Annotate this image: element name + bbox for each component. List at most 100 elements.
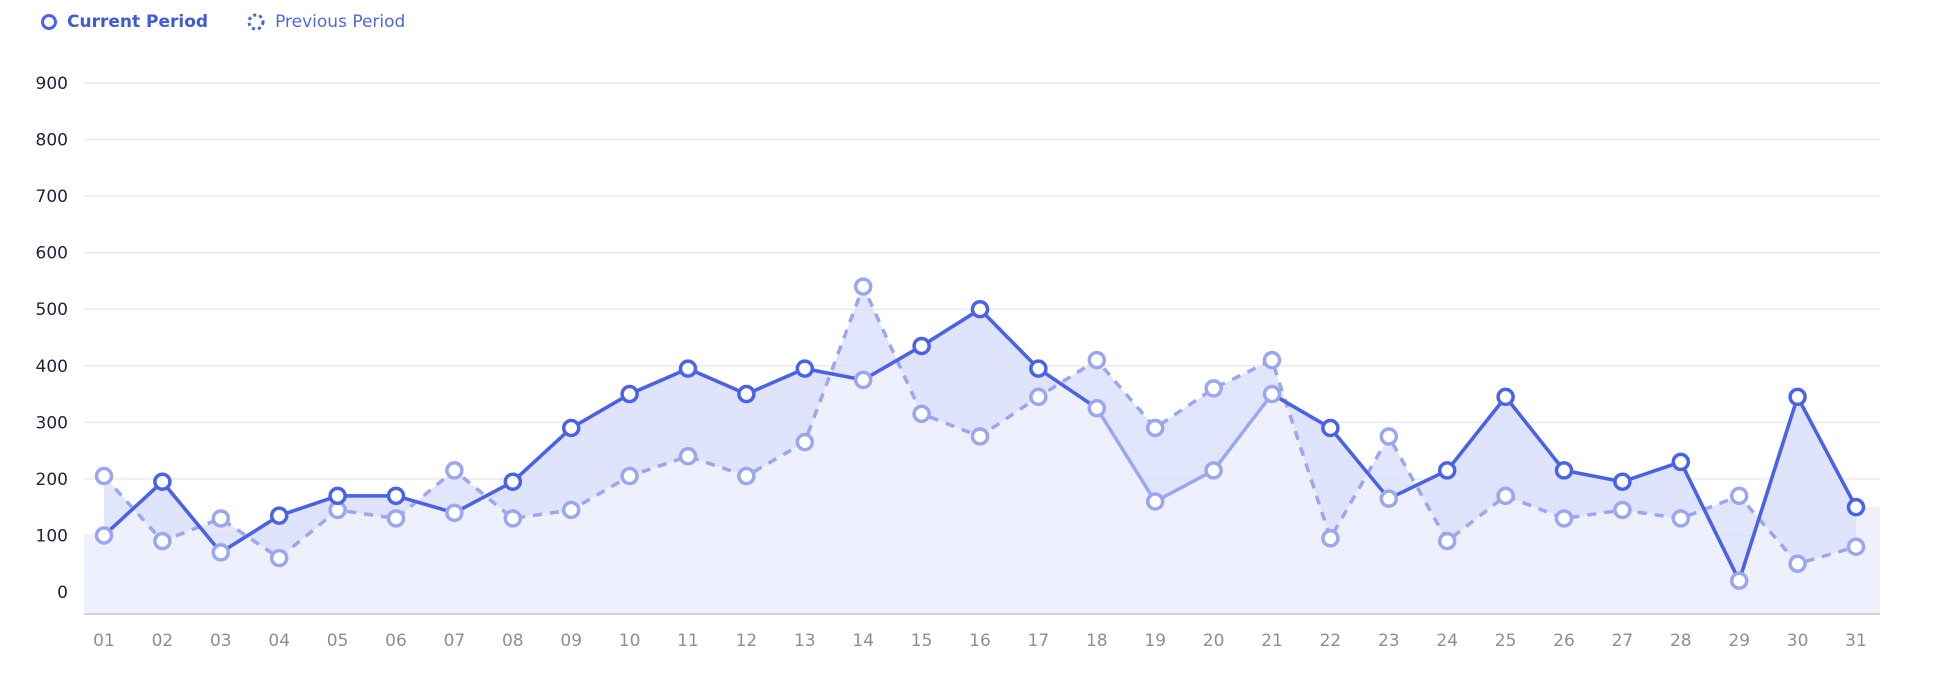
- x-tick-label: 05: [327, 631, 349, 651]
- current-point: [1496, 387, 1515, 407]
- y-tick-label: 0: [57, 583, 68, 603]
- previous-point: [1437, 531, 1457, 551]
- previous-point: [1788, 554, 1807, 573]
- current-point: [678, 359, 698, 378]
- x-tick-label: 14: [852, 631, 874, 651]
- previous-point: [853, 277, 873, 296]
- current-point: [795, 359, 815, 378]
- current-point: [1846, 497, 1866, 517]
- previous-point: [737, 466, 756, 486]
- current-segment: [1737, 395, 1800, 583]
- previous-point: [1379, 427, 1399, 446]
- previous-point: [445, 461, 464, 480]
- legend-previous-marker-icon: [247, 13, 265, 31]
- base-area: [84, 309, 1880, 614]
- current-segment: [511, 426, 573, 484]
- current-point: [153, 472, 172, 491]
- current-segment: [1503, 395, 1566, 473]
- current-segment: [744, 366, 807, 396]
- previous-point: [1145, 418, 1165, 438]
- current-segment: [160, 479, 223, 555]
- legend-current-marker-icon: [41, 14, 57, 30]
- current-segment: [1270, 392, 1333, 430]
- current-segment: [219, 513, 281, 555]
- x-tick-label: 09: [560, 631, 582, 651]
- current-segment: [1679, 460, 1741, 583]
- x-tick-label: 03: [210, 631, 232, 651]
- current-point: [1788, 387, 1807, 407]
- current-point: [1145, 492, 1165, 511]
- previous-point: [912, 404, 931, 424]
- current-point: [503, 472, 523, 491]
- current-segment: [452, 479, 515, 515]
- previous-markers: [94, 277, 1866, 573]
- previous-point: [1087, 350, 1107, 370]
- previous-point: [1321, 529, 1340, 548]
- previous-point: [1613, 500, 1632, 520]
- current-segment: [803, 366, 865, 382]
- previous-point: [561, 500, 581, 520]
- current-segment: [861, 344, 924, 382]
- x-tick-label: 19: [1144, 631, 1166, 651]
- x-tick-label: 13: [794, 631, 816, 651]
- previous-point: [1846, 537, 1866, 557]
- x-tick-label: 11: [677, 631, 699, 651]
- x-tick-label: 16: [969, 631, 991, 651]
- previous-point: [1671, 509, 1691, 528]
- x-tick-label: 20: [1203, 631, 1225, 651]
- y-tick-label: 200: [36, 470, 68, 490]
- current-point: [94, 526, 114, 545]
- legend-item-previous[interactable]: Previous Period: [246, 12, 405, 32]
- current-segment: [919, 307, 982, 348]
- current-point: [737, 384, 756, 404]
- x-tick-label: 18: [1086, 631, 1108, 651]
- current-point: [269, 506, 289, 525]
- current-point: [328, 486, 347, 506]
- x-tick-label: 23: [1378, 631, 1400, 651]
- x-tick-label: 28: [1670, 631, 1692, 651]
- y-tick-label: 300: [36, 413, 68, 433]
- current-point: [970, 299, 990, 319]
- previous-point: [211, 509, 231, 528]
- x-tick-label: 30: [1787, 631, 1809, 651]
- previous-point: [1204, 379, 1223, 398]
- x-tick-label: 06: [385, 631, 407, 651]
- x-tick-label: 04: [268, 631, 290, 651]
- series-line-current: [102, 307, 1858, 583]
- current-segment: [1036, 366, 1099, 410]
- x-tick-label: 25: [1495, 631, 1517, 651]
- previous-point: [503, 509, 523, 528]
- x-tick-label: 15: [911, 631, 933, 651]
- current-point: [1087, 398, 1107, 418]
- x-tick-label: 26: [1553, 631, 1575, 651]
- current-point: [1262, 384, 1282, 404]
- previous-point: [1554, 509, 1574, 528]
- previous-point: [1496, 486, 1515, 506]
- previous-point: [1029, 387, 1048, 407]
- x-tick-label: 31: [1845, 631, 1867, 651]
- current-segment: [394, 494, 457, 515]
- current-segment: [1562, 468, 1625, 484]
- previous-point: [269, 548, 289, 568]
- legend-previous-label: Previous Period: [275, 12, 406, 32]
- previous-point: [1729, 486, 1749, 506]
- y-tick-label: 100: [36, 526, 68, 546]
- previous-point: [970, 427, 990, 446]
- y-tick-label: 700: [36, 187, 68, 207]
- previous-point: [678, 447, 698, 466]
- current-segment: [627, 366, 690, 396]
- current-segment: [1387, 468, 1449, 501]
- current-point: [1729, 571, 1749, 590]
- current-point: [912, 336, 931, 356]
- previous-point: [620, 466, 639, 486]
- legend-item-current[interactable]: Current Period: [40, 12, 208, 32]
- current-segment: [686, 366, 749, 396]
- current-segment: [978, 307, 1041, 371]
- x-tick-label: 12: [736, 631, 758, 651]
- current-point: [1321, 418, 1340, 438]
- x-tick-label: 07: [444, 631, 466, 651]
- previous-point: [386, 509, 406, 528]
- current-point: [1029, 359, 1048, 378]
- current-point: [1204, 461, 1223, 480]
- x-tick-label: 27: [1612, 631, 1634, 651]
